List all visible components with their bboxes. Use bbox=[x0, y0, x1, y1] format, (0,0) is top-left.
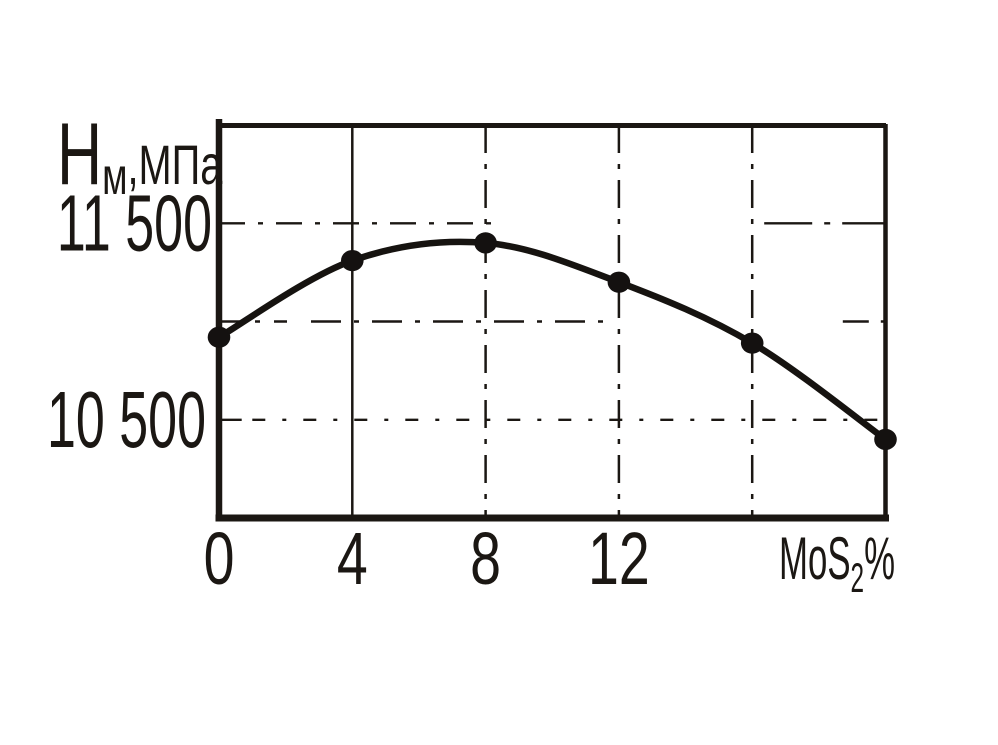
data-curve bbox=[215, 238, 889, 443]
x-axis-title-percent: % bbox=[864, 526, 895, 592]
data-point-marker-x16 bbox=[740, 332, 764, 354]
y-tick-11500: 11 500 bbox=[57, 179, 212, 268]
x-tick-0: 0 bbox=[204, 517, 235, 600]
data-points bbox=[207, 232, 897, 450]
data-point-marker-x20 bbox=[874, 428, 897, 450]
x-tick-label: 12 bbox=[588, 517, 650, 600]
x-axis-title: MoS2% bbox=[779, 526, 895, 601]
data-point-marker-x12 bbox=[607, 271, 631, 293]
y-axis-title-text: Нм,МПа bbox=[57, 106, 222, 206]
plot-frame bbox=[215, 119, 889, 522]
data-point-marker-x0 bbox=[207, 326, 231, 348]
y-tick-label: 10 500 bbox=[47, 376, 206, 465]
y-axis-tick-labels: 11 500 10 500 bbox=[47, 179, 212, 464]
x-tick-label: 8 bbox=[470, 517, 501, 600]
y-axis-title-subscript: м bbox=[102, 147, 127, 206]
y-axis-title-main: Н bbox=[57, 106, 102, 204]
x-tick-8: 8 bbox=[470, 517, 501, 600]
y-tick-10500: 10 500 bbox=[47, 376, 206, 465]
x-tick-4: 4 bbox=[337, 517, 368, 600]
data-point-marker-x8 bbox=[474, 232, 497, 254]
data-point-marker-x4 bbox=[341, 250, 364, 272]
x-tick-label: 0 bbox=[204, 517, 235, 600]
x-tick-label: 4 bbox=[337, 517, 368, 600]
y-axis-title-units: ,МПа bbox=[127, 134, 222, 196]
x-axis-tick-labels: 0 4 8 12 bbox=[204, 517, 650, 600]
x-tick-12: 12 bbox=[588, 517, 650, 600]
x-axis-title-text: MoS2% bbox=[779, 526, 895, 601]
y-axis-title: Нм,МПа bbox=[57, 106, 222, 206]
gridlines bbox=[219, 125, 886, 518]
y-tick-label: 11 500 bbox=[57, 179, 212, 268]
x-axis-title-subscript: 2 bbox=[851, 555, 865, 601]
x-axis-title-main: MoS bbox=[779, 526, 851, 592]
